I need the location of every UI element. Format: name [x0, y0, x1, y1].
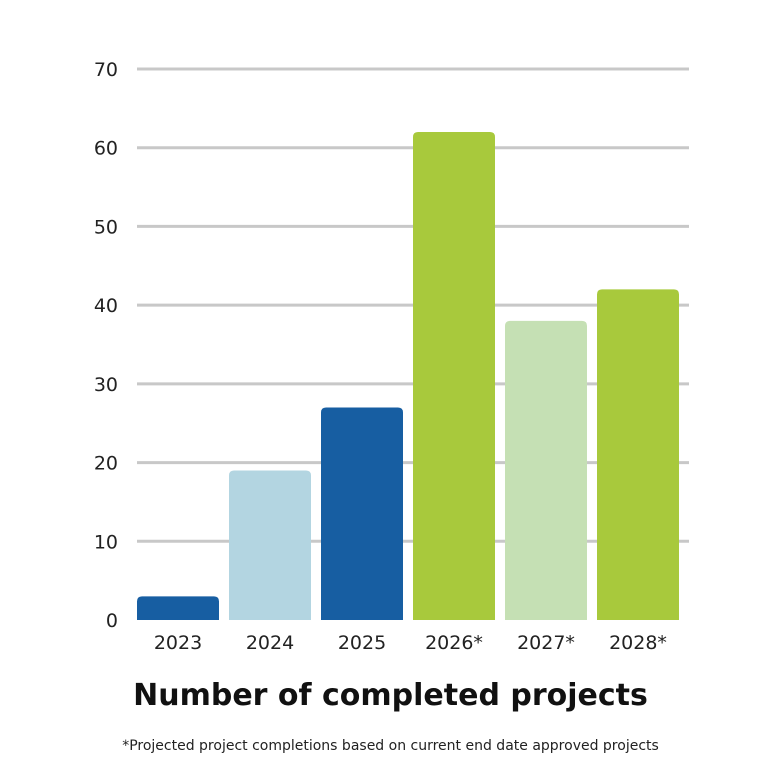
chart-footnote: *Projected project completions based on …	[122, 738, 659, 754]
x-tick-label: 2023	[154, 632, 202, 654]
bars	[137, 131, 679, 620]
x-tick-label: 2027*	[517, 632, 575, 654]
y-tick-label: 20	[94, 453, 118, 475]
y-tick-label: 30	[94, 374, 118, 396]
y-axis-ticks: 0 10 20 30 40 50 60 70	[94, 59, 118, 632]
x-tick-label: 2025	[338, 632, 386, 654]
y-tick-label: 0	[106, 610, 118, 632]
bar-2027-projected	[505, 320, 587, 620]
y-tick-label: 60	[94, 138, 118, 160]
x-tick-label: 2028*	[609, 632, 667, 654]
y-tick-label: 40	[94, 295, 118, 317]
y-tick-label: 10	[94, 531, 118, 553]
x-axis-ticks: 2023 2024 2025 2026* 2027* 2028*	[154, 632, 667, 654]
bar-2025	[321, 407, 403, 620]
y-tick-label: 70	[94, 59, 118, 81]
x-tick-label: 2024	[246, 632, 294, 654]
bar-2028-projected	[597, 289, 679, 620]
y-tick-label: 50	[94, 216, 118, 238]
x-tick-label: 2026*	[425, 632, 483, 654]
bar-2023	[137, 596, 219, 620]
bar-2026-projected	[413, 131, 495, 620]
chart-title: Number of completed projects	[133, 678, 648, 713]
bar-2024	[229, 470, 311, 620]
